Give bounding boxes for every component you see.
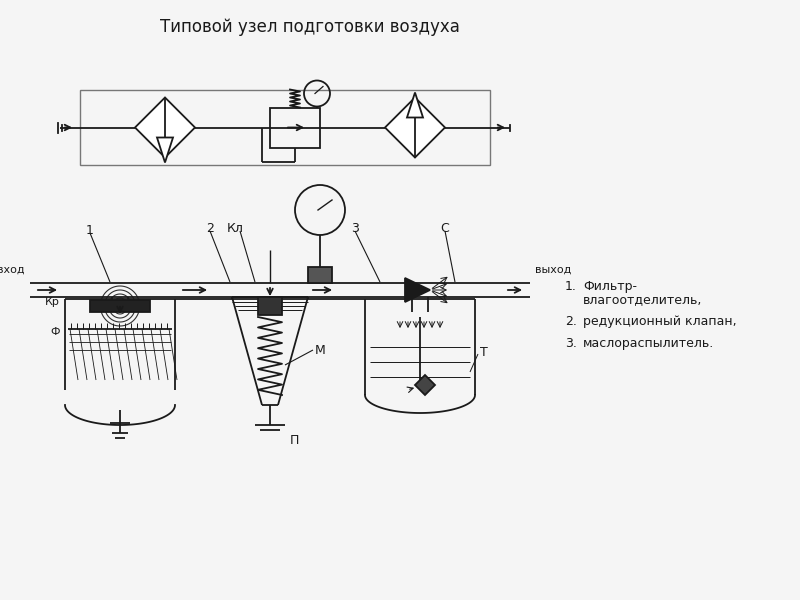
Text: Ф: Ф (50, 327, 60, 337)
Text: 2.: 2. (565, 315, 577, 328)
Text: М: М (315, 343, 326, 356)
Polygon shape (157, 137, 173, 163)
Text: П: П (290, 433, 299, 446)
Polygon shape (405, 278, 430, 302)
Polygon shape (415, 375, 435, 395)
Polygon shape (385, 97, 445, 157)
Text: Кр: Кр (45, 297, 60, 307)
Polygon shape (135, 97, 195, 157)
Text: С: С (441, 221, 450, 235)
Text: 3.: 3. (565, 337, 577, 350)
Bar (270, 107, 320, 148)
Bar (258, 297, 282, 315)
Text: маслораспылитель.: маслораспылитель. (583, 337, 714, 350)
Text: 1.: 1. (565, 280, 577, 293)
Text: влагоотделитель,: влагоотделитель, (583, 293, 702, 306)
Text: выход: выход (535, 265, 571, 275)
Text: Фильтр-: Фильтр- (583, 280, 637, 293)
Text: Типовой узел подготовки воздуха: Типовой узел подготовки воздуха (160, 18, 460, 36)
Bar (80, 90, 490, 165)
Polygon shape (407, 92, 423, 118)
Text: Кл: Кл (226, 221, 243, 235)
Text: Т: Т (480, 346, 488, 358)
Bar (90, 300, 150, 312)
Text: редукционный клапан,: редукционный клапан, (583, 315, 737, 328)
Bar (308, 267, 332, 283)
Text: вход: вход (0, 265, 25, 275)
Text: 3: 3 (351, 221, 359, 235)
Text: 2: 2 (206, 221, 214, 235)
Text: 1: 1 (86, 223, 94, 236)
